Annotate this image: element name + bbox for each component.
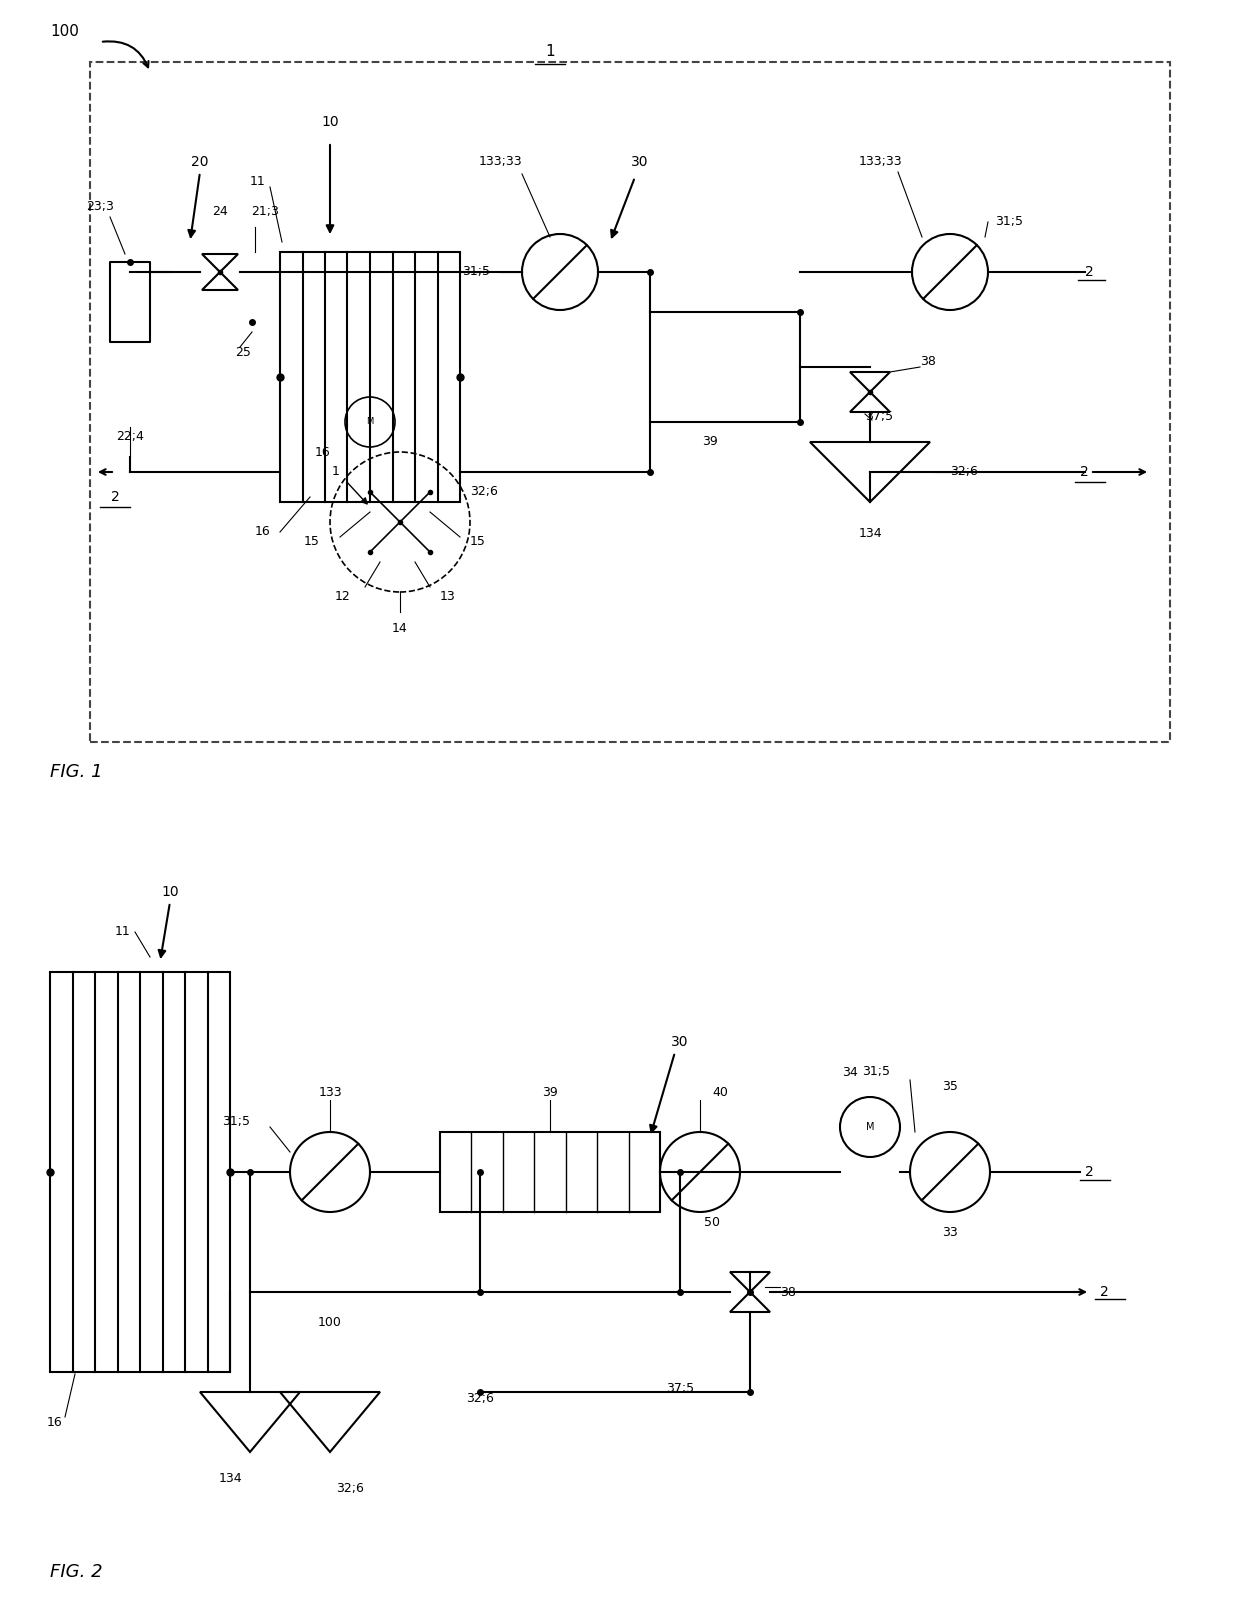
Bar [50, 972, 229, 1372]
Text: 32;6: 32;6 [466, 1392, 494, 1405]
Text: M: M [366, 417, 373, 427]
Text: 30: 30 [631, 156, 649, 169]
Text: 10: 10 [321, 115, 339, 130]
Text: 2: 2 [1100, 1285, 1109, 1299]
Text: 13: 13 [440, 590, 456, 603]
Text: 31;5: 31;5 [994, 216, 1023, 229]
Text: 39: 39 [542, 1085, 558, 1098]
Text: 16: 16 [314, 446, 330, 459]
Text: 14: 14 [392, 621, 408, 634]
Text: 38: 38 [780, 1286, 796, 1299]
Text: 31;5: 31;5 [862, 1066, 890, 1079]
Text: 23;3: 23;3 [86, 201, 114, 214]
Text: 50: 50 [704, 1215, 720, 1228]
Text: M: M [866, 1122, 874, 1132]
Text: 35: 35 [942, 1080, 959, 1093]
Bar [440, 1132, 660, 1212]
Polygon shape [202, 272, 238, 290]
Text: 2: 2 [1085, 264, 1094, 279]
Text: 133: 133 [319, 1085, 342, 1098]
Polygon shape [202, 255, 238, 272]
Text: 16: 16 [254, 526, 270, 539]
Text: 25: 25 [236, 345, 250, 358]
Polygon shape [849, 393, 890, 412]
Text: 31;5: 31;5 [463, 266, 490, 279]
Text: 2: 2 [1085, 1165, 1094, 1179]
Text: 30: 30 [671, 1035, 688, 1049]
Polygon shape [849, 371, 890, 393]
Text: 21;3: 21;3 [250, 206, 279, 219]
Text: 31;5: 31;5 [222, 1116, 250, 1129]
Text: 37;5: 37;5 [666, 1382, 694, 1395]
Text: 20: 20 [191, 156, 208, 169]
Text: 11: 11 [114, 926, 130, 939]
Bar [650, 311, 800, 422]
Text: 34: 34 [842, 1066, 858, 1079]
Text: 32;6: 32;6 [336, 1483, 363, 1495]
Text: 38: 38 [920, 355, 936, 368]
Polygon shape [730, 1293, 770, 1312]
Text: 22;4: 22;4 [117, 430, 144, 443]
Text: 12: 12 [335, 590, 350, 603]
Text: 10: 10 [161, 886, 179, 899]
Text: 32;6: 32;6 [950, 466, 978, 478]
Bar [91, 62, 1171, 741]
Text: FIG. 1: FIG. 1 [50, 762, 103, 782]
Text: 100: 100 [319, 1315, 342, 1328]
Text: 16: 16 [47, 1416, 63, 1429]
Text: 24: 24 [212, 206, 228, 219]
Polygon shape [730, 1272, 770, 1293]
Text: 100: 100 [50, 24, 79, 39]
Text: 1: 1 [332, 466, 340, 478]
Text: 134: 134 [218, 1473, 242, 1486]
Text: 1: 1 [546, 44, 554, 60]
Text: 39: 39 [702, 435, 718, 449]
Text: 15: 15 [470, 535, 486, 548]
Text: 40: 40 [712, 1085, 728, 1098]
Text: 15: 15 [304, 535, 320, 548]
Text: 2: 2 [110, 490, 119, 504]
Text: 11: 11 [249, 175, 265, 188]
Text: 133;33: 133;33 [858, 156, 901, 169]
Text: 37;5: 37;5 [866, 410, 893, 423]
Text: 2: 2 [1080, 466, 1089, 478]
Text: 32;6: 32;6 [470, 485, 498, 498]
Text: 134: 134 [858, 527, 882, 540]
Text: FIG. 2: FIG. 2 [50, 1564, 103, 1581]
Bar [280, 251, 460, 501]
Text: 33: 33 [942, 1226, 957, 1239]
Bar [110, 263, 150, 342]
Text: 133;33: 133;33 [479, 156, 522, 169]
